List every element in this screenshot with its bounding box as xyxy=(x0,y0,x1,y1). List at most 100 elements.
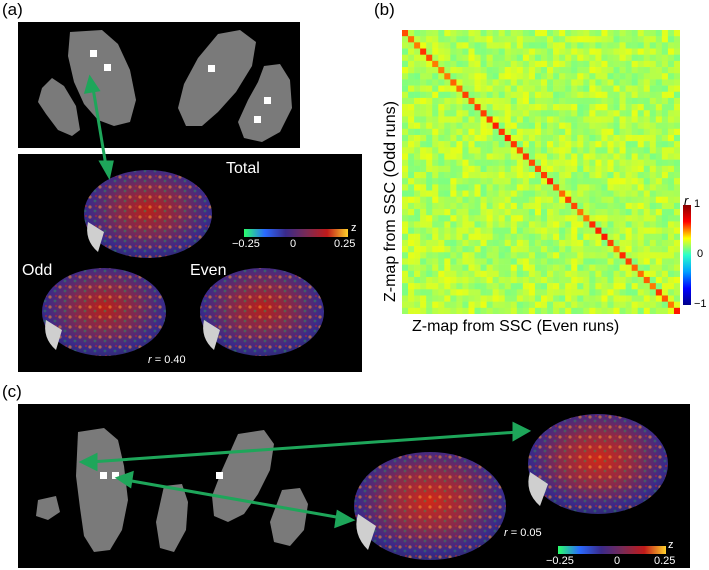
heatmap-cell xyxy=(462,42,469,49)
heatmap-cell xyxy=(450,227,457,235)
heatmap-cell xyxy=(468,307,475,314)
heatmap-cell xyxy=(534,91,542,99)
heatmap-cell xyxy=(468,233,475,241)
heatmap-cell xyxy=(541,252,548,259)
heatmap-cell xyxy=(426,239,433,247)
heatmap-cell xyxy=(432,147,439,154)
heatmap-cell xyxy=(522,147,530,154)
heatmap-cell xyxy=(444,270,451,278)
heatmap-cell xyxy=(444,184,451,191)
heatmap-cell xyxy=(607,196,614,204)
heatmap-cell xyxy=(492,233,499,241)
heatmap-cell xyxy=(673,307,680,314)
heatmap-cell xyxy=(655,184,663,191)
heatmap-cell xyxy=(577,42,584,49)
heatmap-cell xyxy=(607,67,614,74)
heatmap-cell xyxy=(631,134,638,142)
heatmap-cell xyxy=(583,116,590,123)
heatmap-cell xyxy=(450,184,457,191)
heatmap-cell xyxy=(625,85,632,93)
heatmap-cell xyxy=(565,184,572,191)
heatmap-cell xyxy=(408,134,415,142)
heatmap-cell xyxy=(619,178,626,185)
heatmap-cell xyxy=(667,283,675,290)
heatmap-cell xyxy=(655,73,663,80)
heatmap-cell xyxy=(655,110,663,117)
heatmap-cell xyxy=(528,42,536,49)
heatmap-cell xyxy=(408,128,415,136)
heatmap-cell xyxy=(619,153,626,160)
heatmap-cell xyxy=(444,30,451,37)
heatmap-cell xyxy=(667,264,675,272)
heatmap-cell xyxy=(553,67,560,74)
heatmap-cell xyxy=(589,252,596,259)
heatmap-cell xyxy=(516,153,524,160)
heatmap-cell xyxy=(408,264,415,272)
heatmap-cell xyxy=(510,97,518,105)
heatmap-cell xyxy=(426,97,433,105)
heatmap-cell xyxy=(643,307,651,314)
heatmap-cell xyxy=(625,178,632,185)
heatmap-cell xyxy=(492,190,499,197)
heatmap-cell xyxy=(528,233,536,241)
heatmap-cell xyxy=(595,122,602,130)
heatmap-cell xyxy=(414,301,421,309)
heatmap-cell xyxy=(655,153,663,160)
heatmap-cell xyxy=(534,141,542,148)
heatmap-cell xyxy=(619,227,626,235)
heatmap-cell xyxy=(420,91,427,99)
heatmap-cell xyxy=(408,252,415,259)
heatmap-cell xyxy=(414,85,421,93)
heatmap-cell xyxy=(541,165,548,173)
heatmap-cell xyxy=(456,128,463,136)
heatmap-cell xyxy=(468,147,475,154)
heatmap-cell xyxy=(504,159,512,167)
heatmap-cell xyxy=(408,289,415,296)
heatmap-cell xyxy=(456,184,463,191)
heatmap-cell xyxy=(414,264,421,272)
heatmap-cell xyxy=(571,30,578,37)
heatmap-cell xyxy=(595,252,602,259)
heatmap-cell xyxy=(559,116,566,123)
heatmap-cell xyxy=(637,79,645,86)
heatmap-cell xyxy=(504,184,512,191)
heatmap-cell xyxy=(559,239,566,247)
heatmap-cell xyxy=(655,190,663,197)
heatmap-cell xyxy=(673,73,680,80)
heatmap-cell xyxy=(607,91,614,99)
heatmap-cell xyxy=(456,79,463,86)
heatmap-cell xyxy=(553,246,560,253)
heatmap-cell xyxy=(510,301,518,309)
heatmap-cell xyxy=(492,134,499,142)
heatmap-cell xyxy=(655,196,663,204)
heatmap-cell xyxy=(462,178,469,185)
colorbar-b-mid: 0 xyxy=(697,248,704,260)
heatmap-cell xyxy=(583,209,590,216)
heatmap-cell xyxy=(613,190,620,197)
heatmap-cell xyxy=(601,79,608,86)
heatmap-cell xyxy=(547,202,554,210)
heatmap-cell xyxy=(402,110,409,117)
heatmap-cell xyxy=(402,184,409,191)
heatmap-cell xyxy=(673,246,680,253)
heatmap-cell xyxy=(559,202,566,210)
heatmap-cell xyxy=(547,246,554,253)
heatmap-cell xyxy=(462,258,469,265)
heatmap-cell xyxy=(655,36,663,43)
heatmap-cell xyxy=(522,301,530,309)
heatmap-cell xyxy=(522,239,530,247)
heatmap-cell xyxy=(577,246,584,253)
heatmap-cell xyxy=(420,60,427,68)
heatmap-cell xyxy=(492,172,499,179)
heatmap-cell xyxy=(480,141,487,148)
seed-voxel xyxy=(100,472,107,479)
heatmap-cell xyxy=(619,270,626,278)
heatmap-cell xyxy=(637,36,645,43)
heatmap-cell xyxy=(673,116,680,123)
heatmap-cell xyxy=(637,233,645,241)
heatmap-cell xyxy=(528,153,536,160)
heatmap-cell xyxy=(450,91,457,99)
heatmap-cell xyxy=(498,270,506,278)
heatmap-cell xyxy=(601,233,608,241)
heatmap-cell xyxy=(673,30,680,37)
